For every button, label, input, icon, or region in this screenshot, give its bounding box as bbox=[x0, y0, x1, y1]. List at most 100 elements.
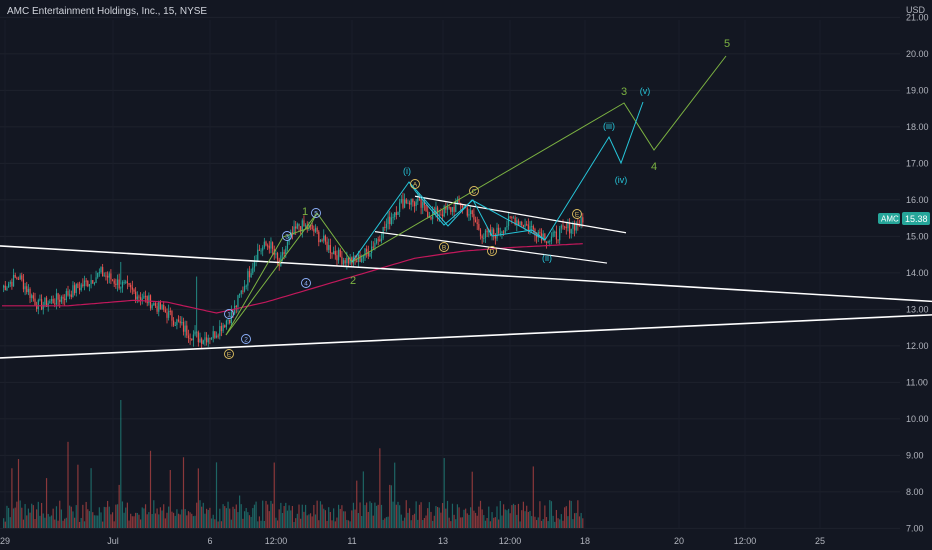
volume-bar bbox=[12, 508, 15, 528]
lower-channel-trendline[interactable] bbox=[0, 314, 932, 359]
candle-body bbox=[44, 297, 46, 305]
price-tick-label: 14.00 bbox=[906, 268, 929, 278]
volume-bar bbox=[62, 520, 64, 528]
volume-bar bbox=[356, 480, 358, 528]
candle-body bbox=[173, 320, 175, 326]
volume-bar bbox=[72, 511, 74, 528]
candle-body bbox=[425, 205, 427, 212]
volume-bar bbox=[102, 521, 104, 528]
volume-bar bbox=[466, 513, 468, 528]
volume-bar bbox=[149, 450, 152, 528]
candle-body bbox=[336, 255, 338, 261]
candle-body bbox=[527, 224, 529, 230]
candle-body bbox=[21, 275, 23, 280]
candle-body bbox=[455, 203, 457, 212]
candle-body bbox=[491, 229, 493, 236]
circled-wave-label: 3 bbox=[285, 233, 289, 240]
volume-bar bbox=[521, 510, 523, 528]
volume-bar bbox=[220, 521, 223, 528]
candle-body bbox=[326, 241, 328, 250]
candle-body bbox=[486, 230, 488, 233]
candle-body bbox=[87, 280, 89, 287]
price-axis[interactable]: USD 21.00 20.00 19.00 18.00 17.00 16.00 15.00 1… bbox=[878, 5, 930, 533]
trendlines[interactable] bbox=[0, 195, 932, 359]
candle-body bbox=[245, 285, 247, 287]
volume-bar bbox=[494, 517, 496, 528]
volume-bar bbox=[239, 495, 241, 528]
volume-bar bbox=[85, 501, 87, 528]
candle-body bbox=[316, 227, 318, 232]
volume-bar bbox=[67, 441, 69, 528]
volume-bar bbox=[70, 506, 72, 528]
volume-bar bbox=[547, 521, 549, 528]
candle-body bbox=[184, 325, 186, 332]
minor-wave-path[interactable] bbox=[351, 101, 644, 263]
circled-abcde-label-ring bbox=[439, 242, 449, 252]
volume-bar bbox=[8, 507, 10, 528]
candle-body bbox=[479, 229, 482, 237]
volume-bar bbox=[285, 502, 287, 528]
candle-body bbox=[17, 278, 20, 280]
candle-body bbox=[265, 241, 267, 246]
volume-bar bbox=[484, 520, 487, 528]
candle-body bbox=[143, 295, 145, 299]
last-price-value: 15.38 bbox=[905, 214, 928, 224]
candle-body bbox=[555, 231, 557, 240]
volume-bar bbox=[384, 518, 386, 528]
time-tick-label: 20 bbox=[674, 536, 684, 546]
candle-body bbox=[395, 212, 397, 216]
volume-bar bbox=[44, 517, 46, 528]
volume-bar bbox=[171, 511, 173, 528]
candle-body bbox=[503, 231, 505, 233]
volume-bar bbox=[423, 518, 425, 528]
primary-wave-label: 3 bbox=[621, 86, 627, 98]
wedge-bottom-trendline[interactable] bbox=[374, 231, 608, 264]
volume-bar bbox=[478, 506, 480, 528]
candle-body bbox=[545, 241, 548, 243]
volume-bar bbox=[517, 503, 520, 528]
elliott-wave-drawings[interactable]: 1 2 3 4 5 (i) (ii) (iii) (iv) (v) 1 2 3 4 5 A B C D E E bbox=[224, 38, 731, 359]
volume-bar bbox=[143, 508, 145, 528]
volume-bar bbox=[248, 515, 251, 528]
volume-bar bbox=[367, 511, 369, 528]
time-axis[interactable]: 29 Jul 6 12:00 11 13 12:00 18 20 12:00 25 bbox=[0, 536, 825, 546]
primary-wave-sub-path[interactable] bbox=[225, 212, 318, 336]
volume-bar bbox=[404, 517, 406, 528]
volume-bar bbox=[362, 471, 364, 528]
volume-bar bbox=[168, 506, 170, 528]
volume-bar bbox=[291, 505, 293, 528]
candle-body bbox=[237, 295, 239, 307]
minor-wave-inner-path[interactable] bbox=[408, 181, 546, 241]
candle-body bbox=[319, 239, 322, 243]
candle-body bbox=[247, 271, 249, 286]
candle-body bbox=[339, 249, 341, 257]
candle-body bbox=[90, 280, 92, 285]
candle-body bbox=[130, 284, 132, 288]
volume-bar bbox=[64, 518, 66, 528]
candle-body bbox=[438, 214, 440, 216]
volume-bar bbox=[17, 459, 20, 528]
minor-wave-label: (ii) bbox=[542, 253, 552, 263]
candle-body bbox=[268, 245, 270, 249]
upper-channel-trendline[interactable] bbox=[0, 245, 932, 303]
volume-bar bbox=[215, 462, 218, 528]
volume-bar bbox=[3, 518, 5, 528]
volume-bar bbox=[460, 517, 462, 528]
volume-bar bbox=[227, 501, 229, 528]
volume-bar bbox=[394, 462, 396, 528]
candle-body bbox=[80, 284, 82, 291]
candle-body bbox=[156, 306, 158, 312]
primary-wave-path[interactable] bbox=[225, 55, 727, 336]
wedge-top-trendline[interactable] bbox=[414, 195, 627, 234]
circled-wave-label: 1 bbox=[227, 311, 231, 318]
candle-body bbox=[250, 273, 252, 278]
candle-body bbox=[85, 280, 87, 282]
volume-bar bbox=[433, 515, 435, 528]
candle-body bbox=[47, 303, 49, 307]
volume-bar bbox=[461, 517, 463, 528]
volume-bar bbox=[219, 508, 221, 528]
candle-body bbox=[141, 298, 143, 300]
candle-body bbox=[12, 274, 15, 287]
